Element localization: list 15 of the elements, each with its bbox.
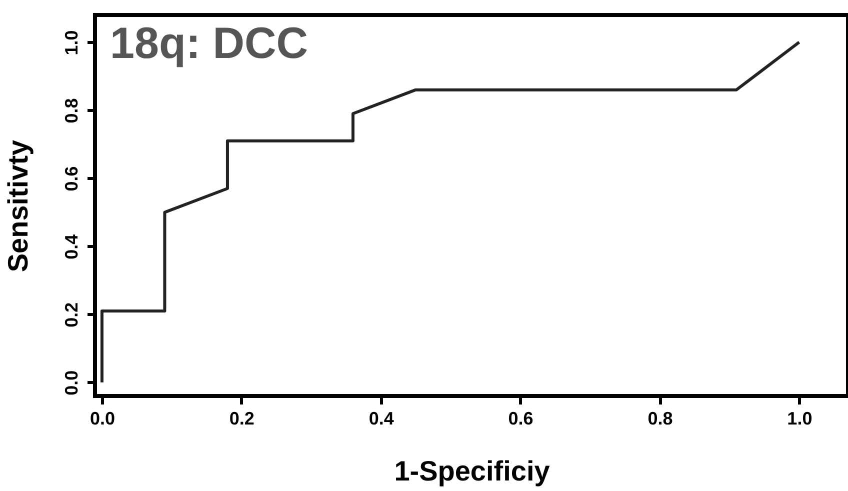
y-tick-label: 1.0 <box>62 30 82 56</box>
x-tick-label: 0.6 <box>508 408 534 428</box>
y-tick-label: 0.0 <box>62 370 82 396</box>
y-tick-label: 0.8 <box>62 98 82 124</box>
y-tick-label: 0.4 <box>62 234 82 260</box>
y-tick-label: 0.2 <box>62 302 82 328</box>
annotation: 18q: DCC <box>110 19 308 68</box>
y-tick-label: 0.6 <box>62 166 82 192</box>
x-tick-label: 0.4 <box>368 408 394 428</box>
x-tick-label: 0.0 <box>90 408 115 428</box>
x-tick-label: 1.0 <box>787 408 812 428</box>
x-tick-label: 0.2 <box>229 408 254 428</box>
x-tick-label: 0.8 <box>648 408 673 428</box>
y-axis-title: Sensitivty <box>2 139 34 272</box>
x-axis-title: 1-Specificiy <box>394 456 550 486</box>
